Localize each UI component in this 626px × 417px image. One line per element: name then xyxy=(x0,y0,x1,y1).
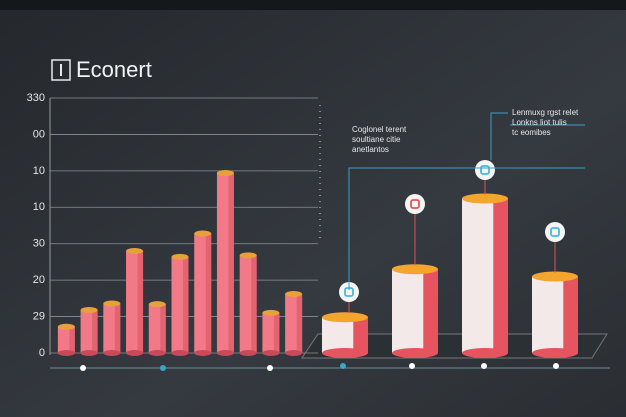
bar-side xyxy=(353,317,368,353)
annotation: soultiane citie xyxy=(352,135,401,144)
axis-dot xyxy=(340,363,346,369)
bar-base xyxy=(194,350,212,356)
annotation: Lenmuxg rgst relet xyxy=(512,108,579,117)
bar xyxy=(148,301,166,356)
bar-side xyxy=(251,255,257,353)
axis-dot xyxy=(481,363,487,369)
bar-side xyxy=(205,233,212,353)
bar-side xyxy=(563,276,578,353)
bar-top xyxy=(462,193,508,204)
bar-top xyxy=(194,230,212,237)
bar-side xyxy=(228,173,234,353)
bar xyxy=(322,312,368,358)
bar xyxy=(285,290,303,356)
bar-base xyxy=(462,348,508,358)
icon xyxy=(339,282,359,302)
bar-top xyxy=(80,307,98,314)
bar xyxy=(462,193,508,358)
bar-top xyxy=(171,253,189,260)
icon xyxy=(405,194,425,214)
bar-side xyxy=(493,198,508,353)
title-icon xyxy=(51,59,71,81)
bar-base xyxy=(285,350,303,356)
bar-side xyxy=(92,310,98,353)
bar xyxy=(194,230,212,356)
bar-base xyxy=(532,348,578,358)
bar xyxy=(532,271,578,358)
y-tick-label: 20 xyxy=(33,274,45,286)
callout-line xyxy=(348,167,585,290)
y-tick-label: 10 xyxy=(33,201,45,213)
bar-top xyxy=(239,252,257,259)
bar-side xyxy=(69,326,75,353)
bar-top xyxy=(103,300,121,307)
icon xyxy=(545,222,565,242)
icon-glyph xyxy=(480,165,490,175)
bar-top xyxy=(57,323,75,330)
bar-top xyxy=(216,170,234,177)
bar xyxy=(171,253,189,356)
top-band xyxy=(0,0,626,10)
bar-base xyxy=(80,350,98,356)
bar xyxy=(392,264,438,358)
annotation: Coglonel terent xyxy=(352,125,407,134)
bar-side xyxy=(137,251,144,353)
bar-side xyxy=(296,293,303,353)
callout-line xyxy=(490,112,508,160)
annotation: tc eomibes xyxy=(512,128,551,137)
bar-top xyxy=(322,312,368,323)
bar-top xyxy=(285,290,303,297)
bar-top xyxy=(392,264,438,275)
bar-base xyxy=(126,350,144,356)
annotation: Lonkns liot tulis xyxy=(512,118,567,127)
bar-side xyxy=(273,312,280,353)
bar-top xyxy=(126,248,144,254)
bar-base xyxy=(239,350,257,356)
platform xyxy=(301,333,608,359)
bar-side xyxy=(160,304,166,353)
bar-base xyxy=(262,350,280,356)
annotation: anetlantos xyxy=(352,145,389,154)
bar xyxy=(126,248,144,356)
axis-dot xyxy=(80,365,86,371)
bar-base xyxy=(57,350,75,356)
bar-top xyxy=(148,301,166,308)
bar-base xyxy=(216,350,234,356)
axis-dot xyxy=(409,363,415,369)
chart-title: Econert xyxy=(76,57,152,82)
y-tick-label: 29 xyxy=(33,310,45,322)
icon-glyph xyxy=(550,227,560,237)
bar-base xyxy=(392,348,438,358)
y-tick-label: 10 xyxy=(33,165,45,177)
bar-top xyxy=(262,309,280,316)
bar-top xyxy=(532,271,578,282)
y-tick-label: 330 xyxy=(27,92,45,104)
y-tick-label: 30 xyxy=(33,238,45,250)
bar-base xyxy=(103,350,121,356)
icon-glyph xyxy=(410,199,420,209)
axis-dot xyxy=(160,365,166,371)
y-tick-label: 00 xyxy=(33,128,45,140)
bar xyxy=(57,323,75,356)
axis-dot xyxy=(267,365,273,371)
bar xyxy=(262,309,280,356)
y-tick-label: 0 xyxy=(39,347,45,359)
bar xyxy=(80,307,98,356)
bar xyxy=(103,300,121,356)
bar-base xyxy=(171,350,189,356)
bar xyxy=(216,170,234,356)
bar-side xyxy=(114,303,121,353)
bar-side xyxy=(183,256,189,353)
bar-base xyxy=(322,348,368,358)
axis-dot xyxy=(553,363,559,369)
icon xyxy=(475,160,495,180)
bar-base xyxy=(148,350,166,356)
bar xyxy=(239,252,257,356)
bar-side xyxy=(423,269,438,353)
